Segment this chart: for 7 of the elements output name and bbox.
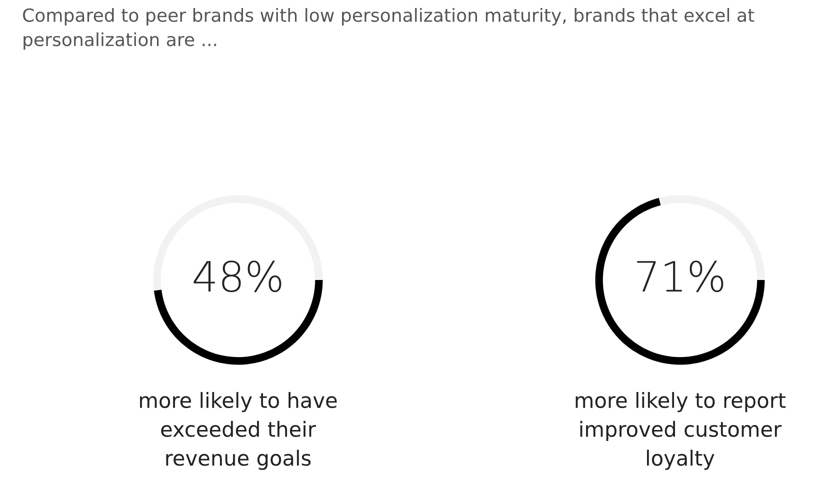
text: 48% [194, 260, 282, 292]
donut-slice [595, 198, 765, 365]
text: Compared to peer brands with low personalization maturity, brands that excel at personalization are ... [23, 8, 754, 50]
text: 71% [637, 260, 724, 292]
donut-slice [153, 195, 323, 291]
text: more likely to report improved customer loyalty [576, 392, 786, 470]
text: more likely to have exceeded their revenue goals [140, 392, 337, 470]
